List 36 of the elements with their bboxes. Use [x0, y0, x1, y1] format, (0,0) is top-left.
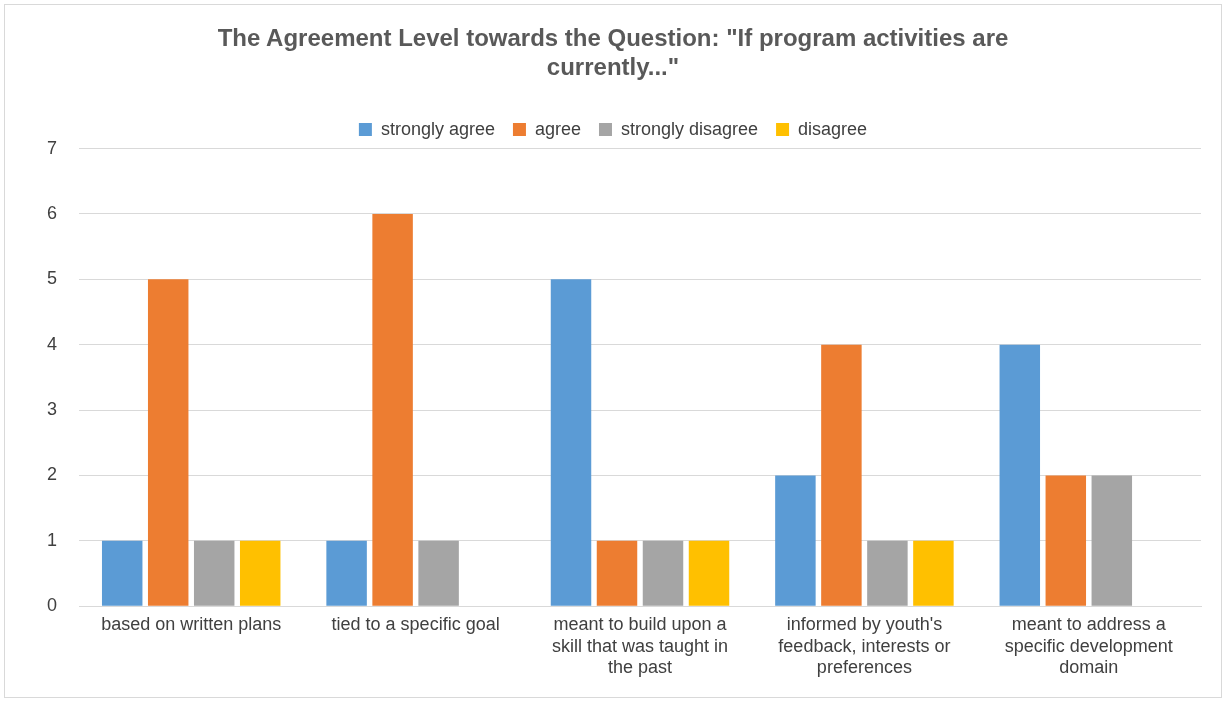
- legend-label: disagree: [798, 118, 868, 139]
- bar: [147, 279, 189, 606]
- bar: [867, 540, 908, 606]
- x-tick-label: meant to build upon a skill that was taught in the past: [551, 613, 729, 678]
- x-tick-label: meant to address a specific development domain: [1004, 613, 1173, 678]
- chart-title: The Agreement Level towards the Question: "If program activities are currently...": [217, 24, 1009, 80]
- x-tick-label: based on written plans: [101, 613, 282, 634]
- bar: [239, 540, 281, 606]
- bar: [821, 344, 862, 606]
- y-tick-label: 3: [47, 399, 58, 420]
- legend-label: strongly agree: [380, 118, 495, 139]
- bar: [372, 213, 413, 606]
- y-tick-label: 7: [47, 137, 58, 158]
- bar: [999, 344, 1041, 606]
- bar: [326, 540, 367, 606]
- bar: [193, 540, 235, 606]
- y-tick-label: 4: [47, 333, 58, 354]
- bar: [688, 540, 730, 606]
- bar: [101, 540, 143, 606]
- x-tick-label: informed by youth's feedback, interests or preferences: [778, 613, 951, 678]
- y-tick-label: 2: [47, 464, 58, 485]
- bar: [913, 540, 954, 606]
- legend-label: agree: [534, 118, 581, 139]
- bar: [418, 540, 459, 606]
- bar: [775, 475, 816, 606]
- y-tick-label: 5: [47, 268, 58, 289]
- y-tick-label: 6: [47, 202, 58, 223]
- y-tick-label: 0: [47, 595, 58, 616]
- bar: [596, 540, 638, 606]
- x-tick-label: tied to a specific goal: [331, 613, 500, 634]
- bar: [1045, 475, 1087, 606]
- legend-label: strongly disagree: [620, 118, 759, 139]
- bar: [1091, 475, 1133, 606]
- bar: [642, 540, 684, 606]
- y-tick-label: 1: [47, 529, 58, 550]
- bar: [550, 279, 592, 606]
